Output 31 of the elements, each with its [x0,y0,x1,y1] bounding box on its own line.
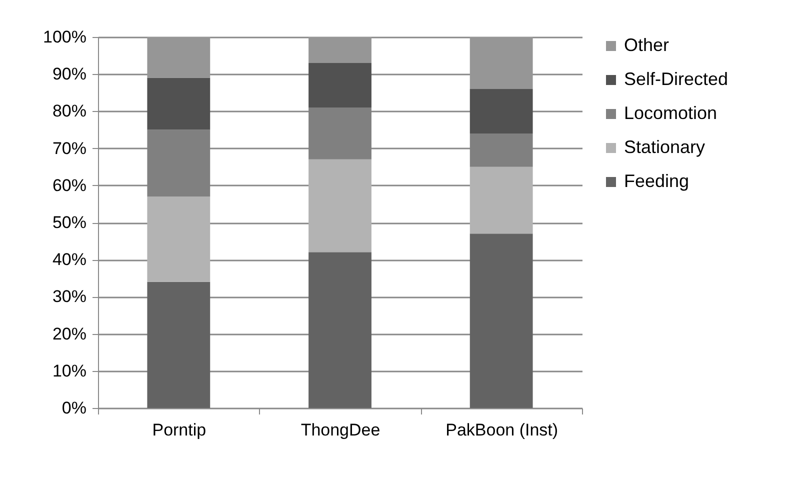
y-tick-label: 0% [62,398,86,418]
legend-label: Stationary [624,137,706,157]
y-tick-label: 100% [43,28,86,46]
y-tick-label: 80% [52,102,86,121]
legend-label: Feeding [624,171,690,191]
bar [308,37,372,63]
bar [147,37,210,78]
bar [470,88,533,134]
y-tick-label: 10% [52,361,86,380]
y-tick-label: 70% [52,138,86,158]
y-tick-label: 60% [52,176,86,195]
x-tick-label: Porntip [152,420,206,440]
bar [147,196,210,282]
bar [308,252,372,408]
y-tick-label: 50% [52,213,86,232]
x-tick-label: PakBoon (Inst) [446,420,558,440]
bar [147,282,210,408]
bar [308,159,372,252]
legend-label: Locomotion [624,103,718,123]
legend-label: Other [624,35,670,55]
legend-label: Self-Directed [624,69,728,89]
y-tick-label: 30% [52,287,86,306]
y-tick-label: 40% [52,250,86,270]
bar [470,166,533,234]
bar [470,37,533,89]
bar [470,234,533,408]
x-tick-label: ThongDee [300,420,380,440]
y-tick-label: 20% [52,324,86,344]
y-tick-label: 90% [52,64,86,84]
bar [147,78,210,130]
bar [308,62,372,108]
